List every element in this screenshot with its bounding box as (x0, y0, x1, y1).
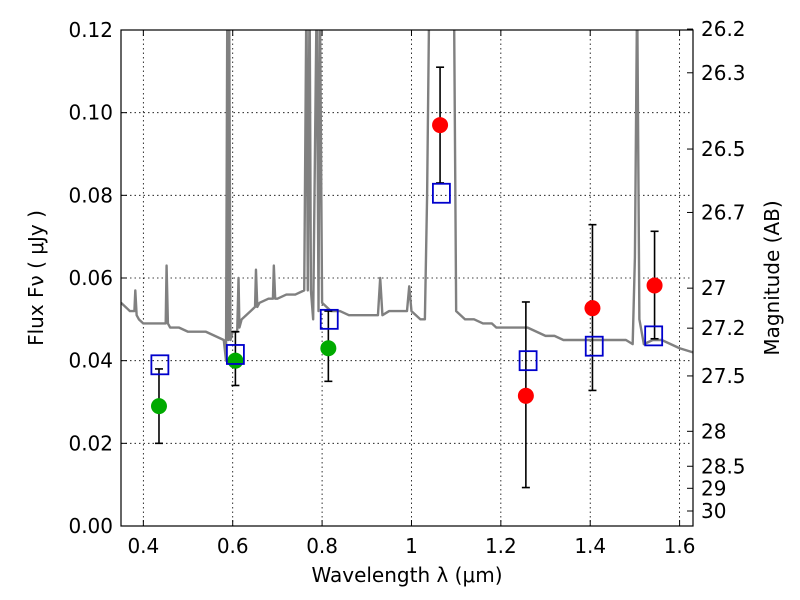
right-tick-label: 27.5 (701, 364, 746, 388)
model-square (319, 308, 339, 330)
data-point (320, 340, 337, 357)
ticks (121, 28, 693, 527)
right-tick-label: 28 (701, 419, 726, 443)
markers (150, 117, 664, 415)
data-point (432, 117, 449, 134)
right-tick-label: 26.5 (701, 137, 746, 161)
model-square (584, 335, 604, 357)
model-square (432, 182, 451, 204)
data-point (584, 300, 601, 317)
x-tick-label: 0.6 (217, 534, 249, 558)
y-tick-label: 0.00 (68, 514, 113, 538)
right-tick-label: 28.5 (701, 454, 746, 478)
x-tick-label: 1.2 (485, 534, 517, 558)
model-square (150, 354, 170, 376)
x-axis-label: Wavelength λ (μm) (311, 563, 502, 587)
data-point (646, 277, 663, 294)
model-square (644, 325, 664, 347)
right-tick-label: 27.2 (701, 316, 746, 340)
y-tick-label: 0.10 (68, 101, 113, 125)
data-point (517, 387, 534, 404)
right-tick-label: 29 (701, 476, 726, 500)
y-axis-label: Flux Fν ( μJy ) (24, 210, 48, 346)
right-tick-label: 27 (701, 276, 726, 300)
x-tick-label: 1.6 (664, 534, 696, 558)
x-tick-label: 1.4 (574, 534, 606, 558)
y-tick-label: 0.02 (68, 431, 113, 455)
right-tick-label: 26.3 (701, 61, 746, 85)
x-tick-label: 0.8 (306, 534, 338, 558)
y-tick-label: 0.06 (68, 266, 113, 290)
data-point (227, 352, 244, 369)
x-tick-label: 1 (405, 534, 418, 558)
y-tick-label: 0.08 (68, 183, 113, 207)
right-tick-label: 26.2 (701, 17, 746, 41)
data-point (150, 398, 167, 415)
right-tick-label: 30 (701, 499, 726, 523)
x-tick-label: 0.4 (127, 534, 159, 558)
model-square (225, 344, 245, 365)
tick-labels: 0.4 0.6 0.8 1 1.2 1.4 1.6 0.00 0.02 0.04 0.06 0.08 0… (68, 17, 745, 558)
y-axis-right-label: Magnitude (AB) (760, 200, 784, 355)
model-square (518, 350, 538, 372)
y-tick-label: 0.04 (68, 349, 113, 373)
y-tick-label: 0.12 (68, 18, 113, 42)
right-tick-label: 26.7 (701, 200, 746, 224)
